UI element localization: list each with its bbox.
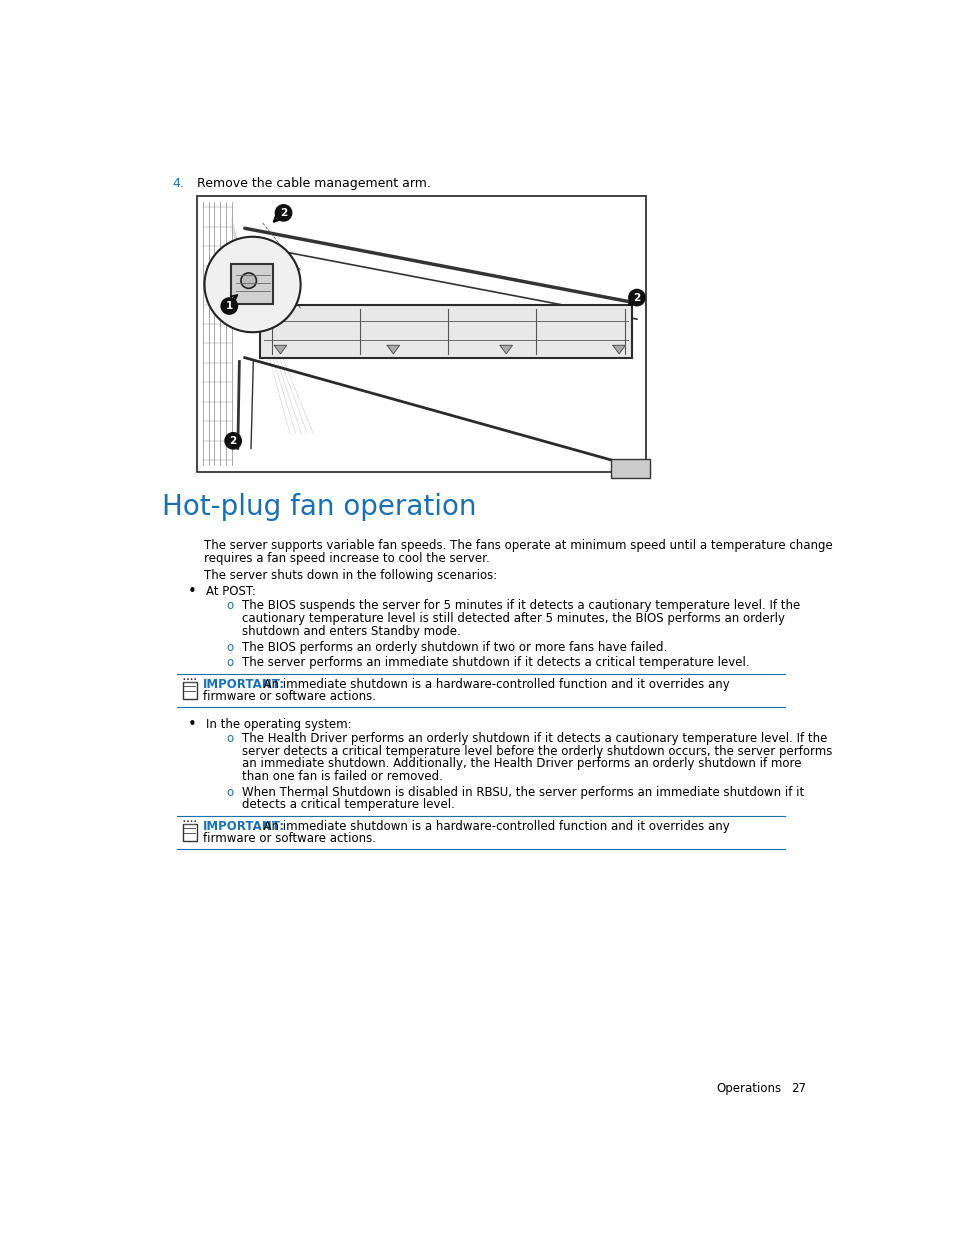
Text: o: o [226, 641, 233, 653]
Text: IMPORTANT:: IMPORTANT: [203, 820, 285, 834]
Text: 27: 27 [790, 1082, 805, 1095]
Text: Remove the cable management arm.: Remove the cable management arm. [196, 178, 430, 190]
Circle shape [224, 432, 242, 450]
Text: An immediate shutdown is a hardware-controlled function and it overrides any: An immediate shutdown is a hardware-cont… [255, 820, 729, 834]
Ellipse shape [204, 237, 300, 332]
Polygon shape [499, 346, 512, 353]
Text: 2: 2 [230, 436, 236, 446]
Text: 1: 1 [226, 301, 233, 311]
Text: •: • [187, 716, 196, 732]
Text: shutdown and enters Standby mode.: shutdown and enters Standby mode. [241, 625, 460, 637]
Text: IMPORTANT:: IMPORTANT: [203, 678, 285, 692]
Bar [196, 196, 645, 472]
Text: Hot-plug fan operation: Hot-plug fan operation [162, 493, 476, 521]
Text: Operations: Operations [715, 1082, 781, 1095]
Circle shape [627, 289, 645, 306]
Circle shape [187, 678, 189, 680]
Text: o: o [226, 656, 233, 669]
Text: o: o [226, 732, 233, 745]
Text: firmware or software actions.: firmware or software actions. [203, 832, 375, 845]
Text: than one fan is failed or removed.: than one fan is failed or removed. [241, 769, 442, 783]
Circle shape [187, 820, 189, 823]
Circle shape [191, 678, 193, 680]
Text: The server shuts down in the following scenarios:: The server shuts down in the following s… [204, 569, 497, 583]
Text: o: o [226, 599, 233, 613]
Text: 4.: 4. [172, 178, 184, 190]
Text: The server performs an immediate shutdown if it detects a critical temperature l: The server performs an immediate shutdow… [241, 656, 748, 669]
Circle shape [183, 820, 185, 823]
Text: firmware or software actions.: firmware or software actions. [203, 690, 375, 703]
Text: At POST:: At POST: [206, 585, 255, 598]
Text: •: • [187, 584, 196, 599]
Text: cautionary temperature level is still detected after 5 minutes, the BIOS perform: cautionary temperature level is still de… [241, 613, 784, 625]
Circle shape [191, 820, 193, 823]
Polygon shape [612, 346, 624, 353]
Text: An immediate shutdown is a hardware-controlled function and it overrides any: An immediate shutdown is a hardware-cont… [255, 678, 729, 692]
Text: The server supports variable fan speeds. The fans operate at minimum speed until: The server supports variable fan speeds.… [204, 540, 832, 552]
Text: In the operating system:: In the operating system: [206, 718, 352, 731]
Text: The BIOS suspends the server for 5 minutes if it detects a cautionary temperatur: The BIOS suspends the server for 5 minut… [241, 599, 800, 613]
Polygon shape [274, 346, 286, 353]
Circle shape [241, 273, 256, 288]
Text: detects a critical temperature level.: detects a critical temperature level. [241, 799, 454, 811]
Text: an immediate shutdown. Additionally, the Health Driver performs an orderly shutd: an immediate shutdown. Additionally, the… [241, 757, 801, 771]
Text: When Thermal Shutdown is disabled in RBSU, the server performs an immediate shut: When Thermal Shutdown is disabled in RBS… [241, 785, 803, 799]
Circle shape [194, 820, 196, 823]
Circle shape [274, 204, 293, 222]
Text: requires a fan speed increase to cool the server.: requires a fan speed increase to cool th… [204, 552, 490, 566]
Text: o: o [226, 785, 233, 799]
Text: The Health Driver performs an orderly shutdown if it detects a cautionary temper: The Health Driver performs an orderly sh… [241, 732, 826, 745]
Polygon shape [387, 346, 399, 353]
Text: 2: 2 [633, 293, 639, 303]
Text: server detects a critical temperature level before the orderly shutdown occurs, : server detects a critical temperature le… [241, 745, 831, 757]
Text: 2: 2 [279, 207, 287, 217]
Circle shape [183, 678, 185, 680]
Circle shape [194, 678, 196, 680]
Text: The BIOS performs an orderly shutdown if two or more fans have failed.: The BIOS performs an orderly shutdown if… [241, 641, 666, 653]
Bar [611, 458, 649, 478]
Bar [231, 264, 274, 304]
Bar [260, 305, 632, 358]
Bar [183, 682, 196, 699]
Circle shape [220, 298, 238, 315]
Bar [183, 824, 196, 841]
